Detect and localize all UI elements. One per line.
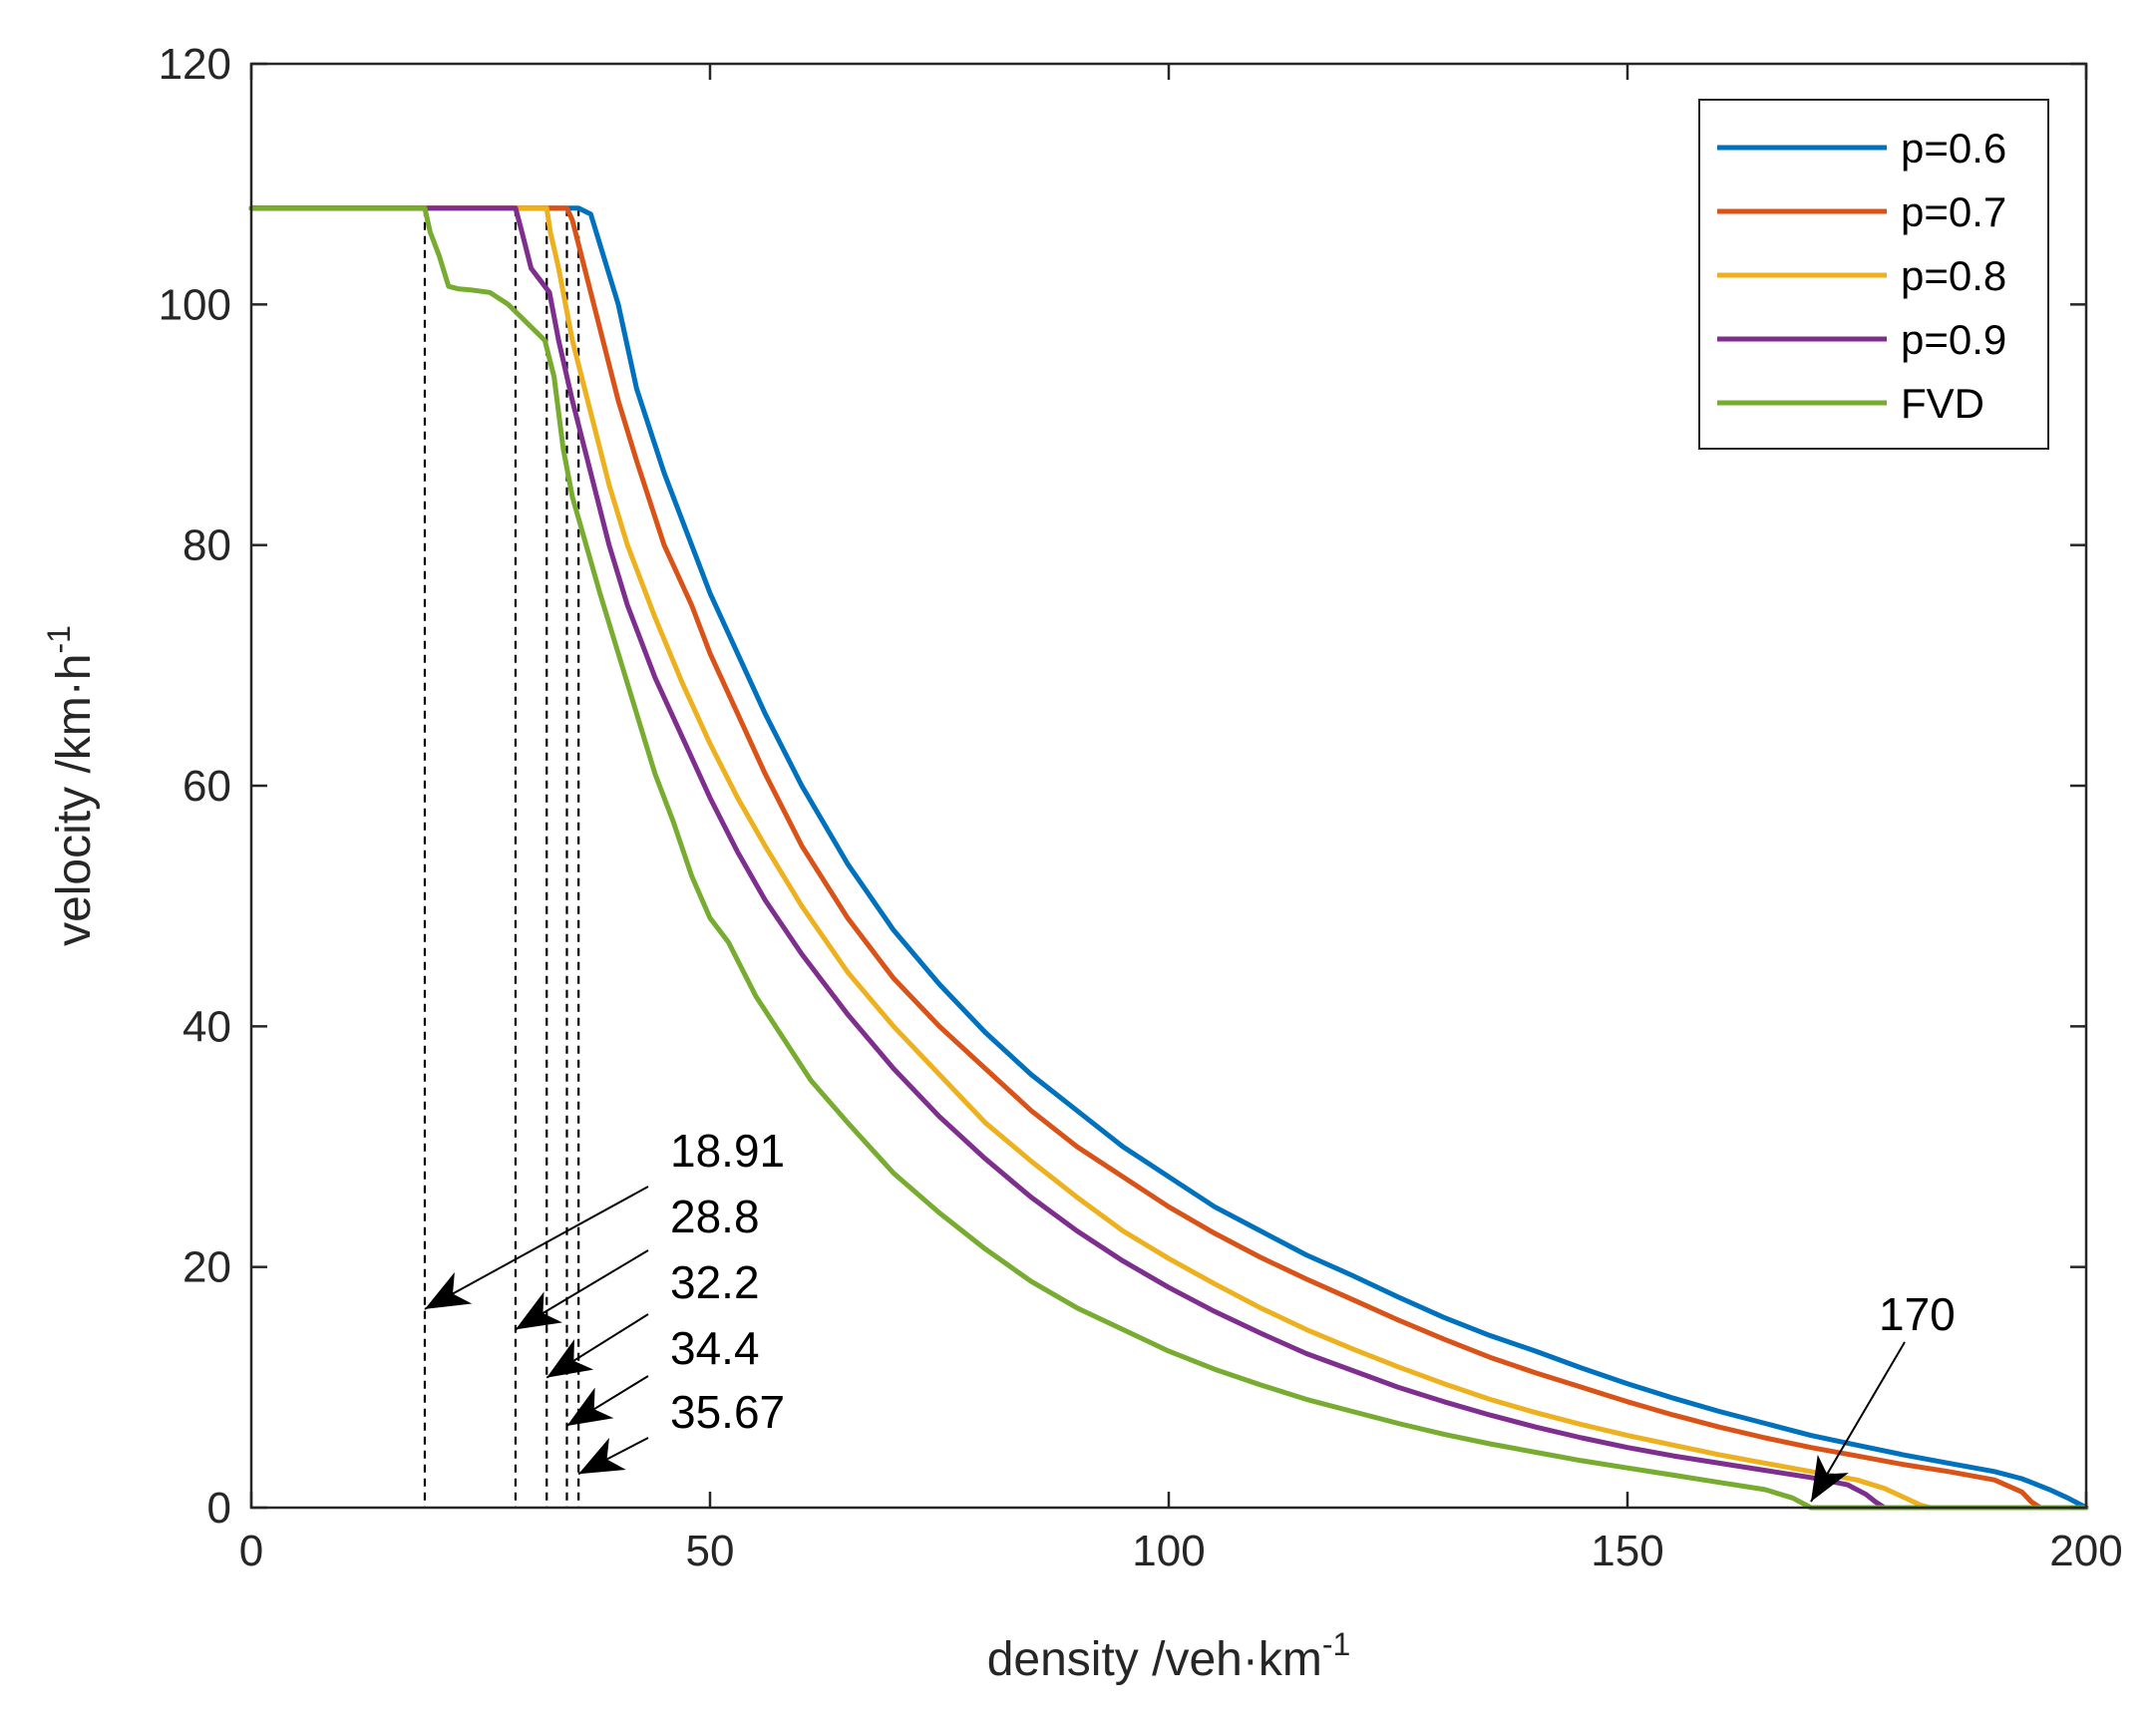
axis-ticks: 0 50 100 150 200 0 20 40 60 80 100 120 (159, 40, 2123, 1575)
annotation-arrow (515, 1249, 649, 1331)
y-tick-label: 20 (182, 1243, 231, 1292)
annotation-arrow (565, 1375, 649, 1427)
annotation-label: 18.91 (670, 1125, 785, 1177)
legend-item: p=0.9 (1717, 316, 2006, 363)
y-tick-label: 80 (182, 521, 231, 570)
legend-item: p=0.6 (1717, 125, 2006, 172)
series-line-fvd (248, 205, 2089, 1511)
x-axis-title: density /veh·km-1 (987, 1626, 1351, 1686)
series-line-p-0-7 (248, 205, 2089, 1511)
legend: p=0.6 p=0.7 p=0.8 p=0.9 FVD (1698, 99, 2049, 450)
annotation-arrow (424, 1186, 649, 1310)
series-line-p-0-9 (248, 205, 2089, 1511)
y-tick-label: 0 (207, 1484, 231, 1533)
annotation-label: 28.8 (670, 1191, 760, 1242)
x-tick-label: 100 (1132, 1527, 1205, 1575)
y-axis-title-text: velocity /km·h (48, 654, 101, 946)
y-tick-label: 40 (182, 1002, 231, 1051)
series-line-p-0-6 (248, 205, 2089, 1511)
y-axis-title-sup: -1 (41, 625, 77, 653)
legend-label: p=0.8 (1901, 252, 2006, 299)
annotation: 32.2 (545, 1256, 760, 1379)
legend-label: p=0.9 (1901, 316, 2006, 363)
annotation: 18.91 (424, 1125, 785, 1310)
legend-label: p=0.6 (1901, 125, 2006, 172)
y-axis-title: velocity /km·h-1 (41, 625, 101, 946)
x-tick-label: 200 (2049, 1527, 2122, 1575)
legend-label: p=0.7 (1901, 188, 2006, 235)
annotation: 35.67 (577, 1386, 785, 1476)
annotation-arrow (1810, 1341, 1906, 1503)
legend-item: FVD (1717, 380, 1984, 427)
y-tick-label: 120 (159, 40, 231, 89)
legend-label: FVD (1901, 380, 1984, 427)
annotation-label: 170 (1879, 1288, 1956, 1340)
series-line-p-0-8 (248, 205, 2089, 1511)
y-tick-label: 60 (182, 762, 231, 811)
x-tick-label: 0 (239, 1527, 263, 1575)
x-axis-title-sup: -1 (1322, 1626, 1350, 1662)
legend-item: p=0.7 (1717, 188, 2006, 235)
series-lines (248, 205, 2089, 1511)
x-axis-title-text: density /veh·km (987, 1633, 1322, 1686)
x-tick-label: 150 (1591, 1527, 1663, 1575)
annotation: 170 (1810, 1288, 1956, 1503)
annotation-label: 35.67 (670, 1386, 785, 1438)
annotation-label: 34.4 (670, 1322, 760, 1374)
legend-item: p=0.8 (1717, 252, 2006, 299)
y-tick-label: 100 (159, 280, 231, 329)
annotations: 18.91 28.8 32.2 34.4 35.67 170 (424, 1125, 1956, 1503)
annotation-arrow (577, 1437, 649, 1476)
x-tick-label: 50 (686, 1527, 735, 1575)
annotation-label: 32.2 (670, 1256, 760, 1308)
annotation: 34.4 (565, 1322, 760, 1427)
legend-items: p=0.6 p=0.7 p=0.8 p=0.9 FVD (1717, 125, 2006, 427)
annotation: 28.8 (515, 1191, 760, 1331)
annotation-arrow (545, 1313, 649, 1379)
